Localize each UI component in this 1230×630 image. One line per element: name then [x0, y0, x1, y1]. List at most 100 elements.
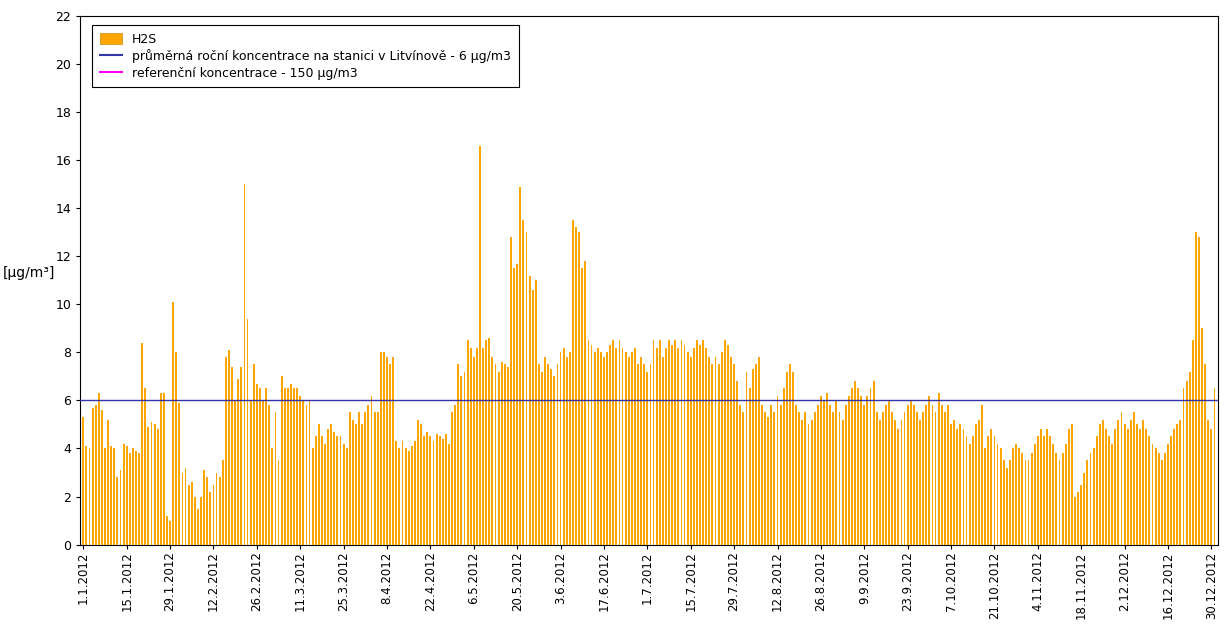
- Bar: [1186, 381, 1187, 544]
- Bar: [1043, 437, 1046, 544]
- Bar: [900, 420, 903, 544]
- Bar: [1006, 467, 1007, 544]
- Bar: [386, 357, 387, 544]
- Bar: [640, 357, 642, 544]
- Bar: [1210, 429, 1213, 544]
- Bar: [383, 352, 385, 544]
- Bar: [188, 484, 189, 544]
- Bar: [250, 401, 252, 544]
- Bar: [690, 357, 691, 544]
- Bar: [284, 389, 285, 544]
- Bar: [1167, 444, 1168, 544]
- Bar: [637, 364, 638, 544]
- Bar: [1133, 413, 1135, 544]
- Bar: [708, 357, 710, 544]
- Bar: [1033, 444, 1036, 544]
- Bar: [941, 405, 942, 544]
- Bar: [802, 420, 803, 544]
- Bar: [197, 508, 199, 544]
- Bar: [417, 420, 419, 544]
- Bar: [421, 425, 422, 544]
- Bar: [1161, 461, 1162, 544]
- Bar: [780, 405, 781, 544]
- Bar: [770, 405, 772, 544]
- Bar: [857, 389, 859, 544]
- Bar: [854, 381, 856, 544]
- Bar: [117, 478, 118, 544]
- Bar: [237, 379, 239, 544]
- Bar: [752, 369, 754, 544]
- Bar: [686, 352, 689, 544]
- Bar: [331, 425, 332, 544]
- Bar: [665, 348, 667, 544]
- Bar: [702, 340, 704, 544]
- Bar: [1059, 461, 1060, 544]
- Bar: [1204, 364, 1207, 544]
- Bar: [1137, 425, 1138, 544]
- Bar: [566, 357, 568, 544]
- Bar: [374, 413, 375, 544]
- Bar: [943, 413, 946, 544]
- Bar: [268, 405, 271, 544]
- Bar: [680, 340, 683, 544]
- Bar: [85, 446, 87, 544]
- Bar: [176, 352, 177, 544]
- Bar: [835, 401, 838, 544]
- Bar: [764, 413, 766, 544]
- Bar: [478, 146, 481, 544]
- Bar: [1027, 461, 1030, 544]
- Bar: [184, 467, 187, 544]
- Bar: [482, 348, 485, 544]
- Bar: [327, 429, 330, 544]
- Bar: [833, 413, 834, 544]
- Bar: [578, 232, 581, 544]
- Bar: [1092, 449, 1095, 544]
- Bar: [563, 348, 565, 544]
- Bar: [829, 405, 831, 544]
- Bar: [415, 441, 416, 544]
- Bar: [262, 401, 264, 544]
- Bar: [162, 393, 165, 544]
- Bar: [451, 413, 453, 544]
- Bar: [231, 367, 232, 544]
- Bar: [1041, 429, 1042, 544]
- Bar: [619, 340, 620, 544]
- Bar: [517, 263, 518, 544]
- Bar: [274, 413, 277, 544]
- Bar: [278, 461, 279, 544]
- Bar: [182, 472, 183, 544]
- Bar: [898, 429, 899, 544]
- Bar: [929, 396, 930, 544]
- Bar: [435, 434, 438, 544]
- Bar: [123, 444, 124, 544]
- Bar: [982, 405, 983, 544]
- Bar: [442, 439, 444, 544]
- Bar: [699, 345, 701, 544]
- Bar: [984, 449, 986, 544]
- Bar: [627, 357, 630, 544]
- Bar: [572, 220, 574, 544]
- Bar: [448, 444, 450, 544]
- Bar: [296, 389, 298, 544]
- Bar: [260, 389, 261, 544]
- Bar: [774, 413, 775, 544]
- Bar: [959, 425, 962, 544]
- Bar: [305, 405, 308, 544]
- Bar: [172, 302, 175, 544]
- Bar: [931, 405, 934, 544]
- Bar: [166, 516, 169, 544]
- Bar: [429, 437, 432, 544]
- Bar: [615, 348, 617, 544]
- Bar: [309, 401, 310, 544]
- Bar: [647, 372, 648, 544]
- Bar: [845, 405, 846, 544]
- Bar: [501, 362, 503, 544]
- Bar: [215, 472, 218, 544]
- Bar: [621, 348, 624, 544]
- Bar: [207, 478, 208, 544]
- Bar: [209, 492, 212, 544]
- Bar: [851, 389, 852, 544]
- Bar: [684, 345, 685, 544]
- Bar: [1176, 425, 1178, 544]
- Bar: [98, 393, 100, 544]
